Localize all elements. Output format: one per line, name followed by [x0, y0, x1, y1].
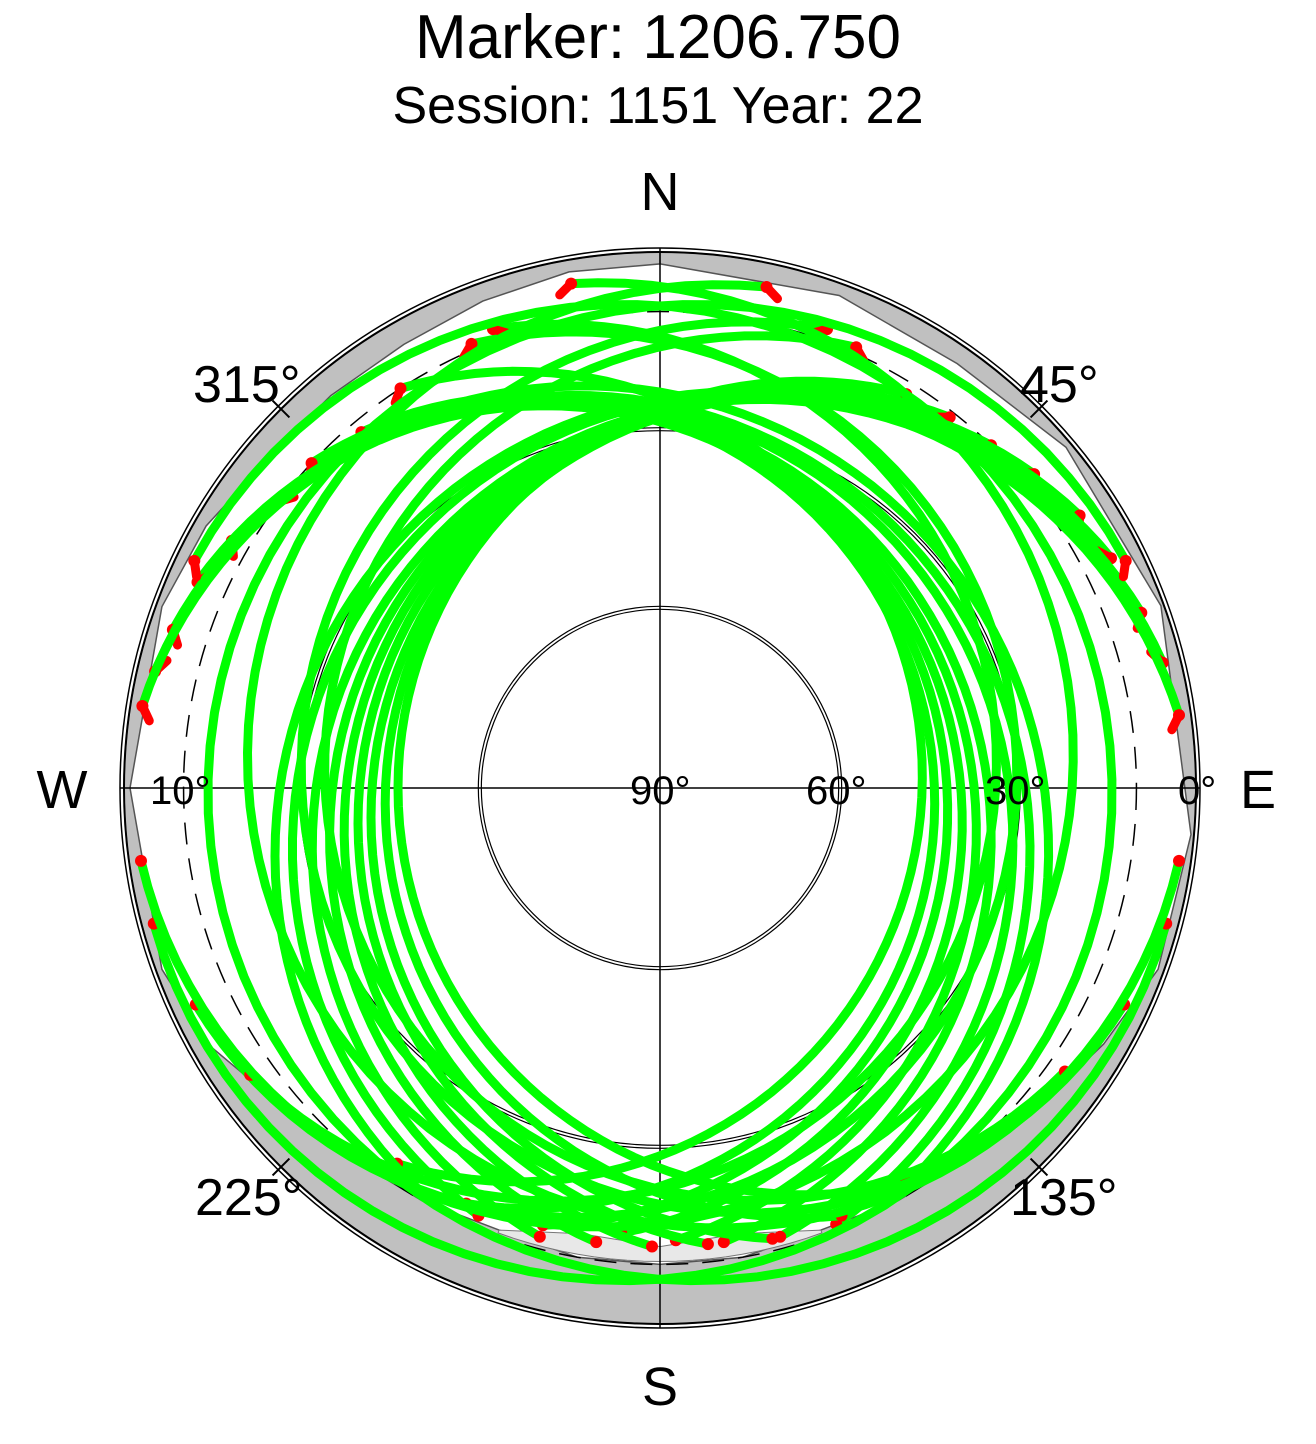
track-end-point — [766, 1232, 779, 1245]
elevation-label-30: 30° — [985, 769, 1046, 813]
elevation-label-10: 10° — [150, 769, 211, 813]
satellite-track — [320, 331, 1070, 1205]
labels-layer: N S E W 45° 135° 225° 315° 0° 30° 60° 90… — [37, 162, 1277, 1417]
azimuth-label-135: 135° — [1010, 1169, 1118, 1227]
azimuth-tick-225 — [271, 1157, 291, 1177]
azimuth-tick-135 — [1029, 1157, 1049, 1177]
compass-label-s: S — [642, 1357, 678, 1417]
track-end-point — [1173, 854, 1185, 867]
track-end-point — [590, 1236, 603, 1249]
elevation-label-90: 90° — [630, 769, 691, 813]
azimuth-label-315: 315° — [193, 356, 301, 414]
azimuth-label-45: 45° — [1020, 356, 1099, 414]
satellite-track — [137, 381, 1054, 1200]
track-end-point — [717, 1236, 730, 1249]
track-low-segment — [390, 383, 405, 408]
compass-label-e: E — [1240, 760, 1276, 820]
satellite-track — [149, 300, 1117, 1286]
azimuth-tick-315 — [271, 399, 291, 419]
satellite-track — [136, 278, 1078, 1232]
azimuth-tick-45 — [1029, 399, 1049, 419]
azimuth-label-225: 225° — [195, 1169, 303, 1227]
elevation-label-0: 0° — [1178, 769, 1216, 813]
track-end-point — [646, 1240, 658, 1253]
track-low-segment — [189, 556, 202, 582]
track-low-segment — [137, 701, 154, 726]
chart-title: Marker: 1206.750 — [415, 3, 901, 72]
elevation-label-60: 60° — [806, 769, 867, 813]
satellite-track — [242, 280, 1184, 1233]
satellite-track — [296, 317, 1129, 1218]
compass-label-w: W — [37, 760, 88, 820]
satellite-track — [245, 319, 1001, 1206]
track-low-segment — [555, 279, 576, 300]
track-end-point — [533, 1230, 546, 1243]
chart-subtitle: Session: 1151 Year: 22 — [392, 77, 924, 135]
track-low-segment — [1118, 556, 1131, 582]
track-low-segment — [762, 282, 782, 304]
track-end-point — [701, 1238, 714, 1251]
satellite-track — [270, 387, 1184, 1200]
compass-label-n: N — [641, 162, 680, 222]
track-end-point — [135, 854, 147, 867]
track-low-segment — [1167, 710, 1184, 735]
tracks-layer — [135, 277, 1185, 1286]
